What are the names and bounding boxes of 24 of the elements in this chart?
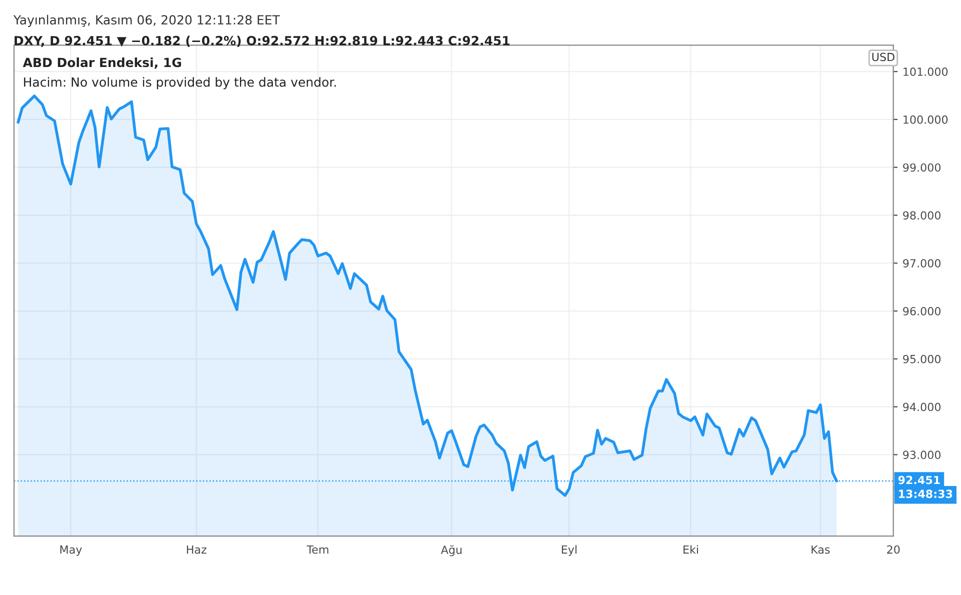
y-tick-label: 95.000 <box>903 354 941 364</box>
annotation: DXY, D 92.451 ▼ −0.182 (−0.2%) O:92.572 H:92.819 L:92.443 C:92.451 <box>14 36 510 47</box>
ref-line-label: 92.451 <box>898 476 940 484</box>
y-tick-label: 94.000 <box>903 402 941 412</box>
y-tick-label: 98.000 <box>903 211 941 220</box>
x-tick-label: Ağu <box>440 545 462 556</box>
x-tick-label: May <box>60 545 82 556</box>
text: ABD Dolar Endeksi, 1G <box>22 57 181 69</box>
annotation: Hacim: No volume is provided by the data vendor. <box>24 77 336 90</box>
x-tick-label: Tem <box>306 545 328 554</box>
x-tick-label: Kas <box>812 545 830 554</box>
text: 13:48:33 <box>898 490 952 498</box>
y-tick-label: 93.000 <box>903 450 941 460</box>
y-tick-label: 101.000 <box>904 68 948 76</box>
x-tick-label: Eyl <box>562 545 576 556</box>
y-tick-label: 100.000 <box>904 115 948 124</box>
y-tick-label: 97.000 <box>903 259 941 268</box>
y-tick-label: 99.000 <box>903 163 941 172</box>
text: Yayınlanmış, Kasım 06, 2020 12:11:28 EET <box>13 14 280 27</box>
x-tick-label: 20 <box>887 545 900 554</box>
x-tick-label: Eki <box>684 545 698 554</box>
x-tick-label: Haz <box>186 545 206 554</box>
annotation: USD <box>872 52 894 62</box>
y-tick-label: 96.000 <box>903 306 941 316</box>
